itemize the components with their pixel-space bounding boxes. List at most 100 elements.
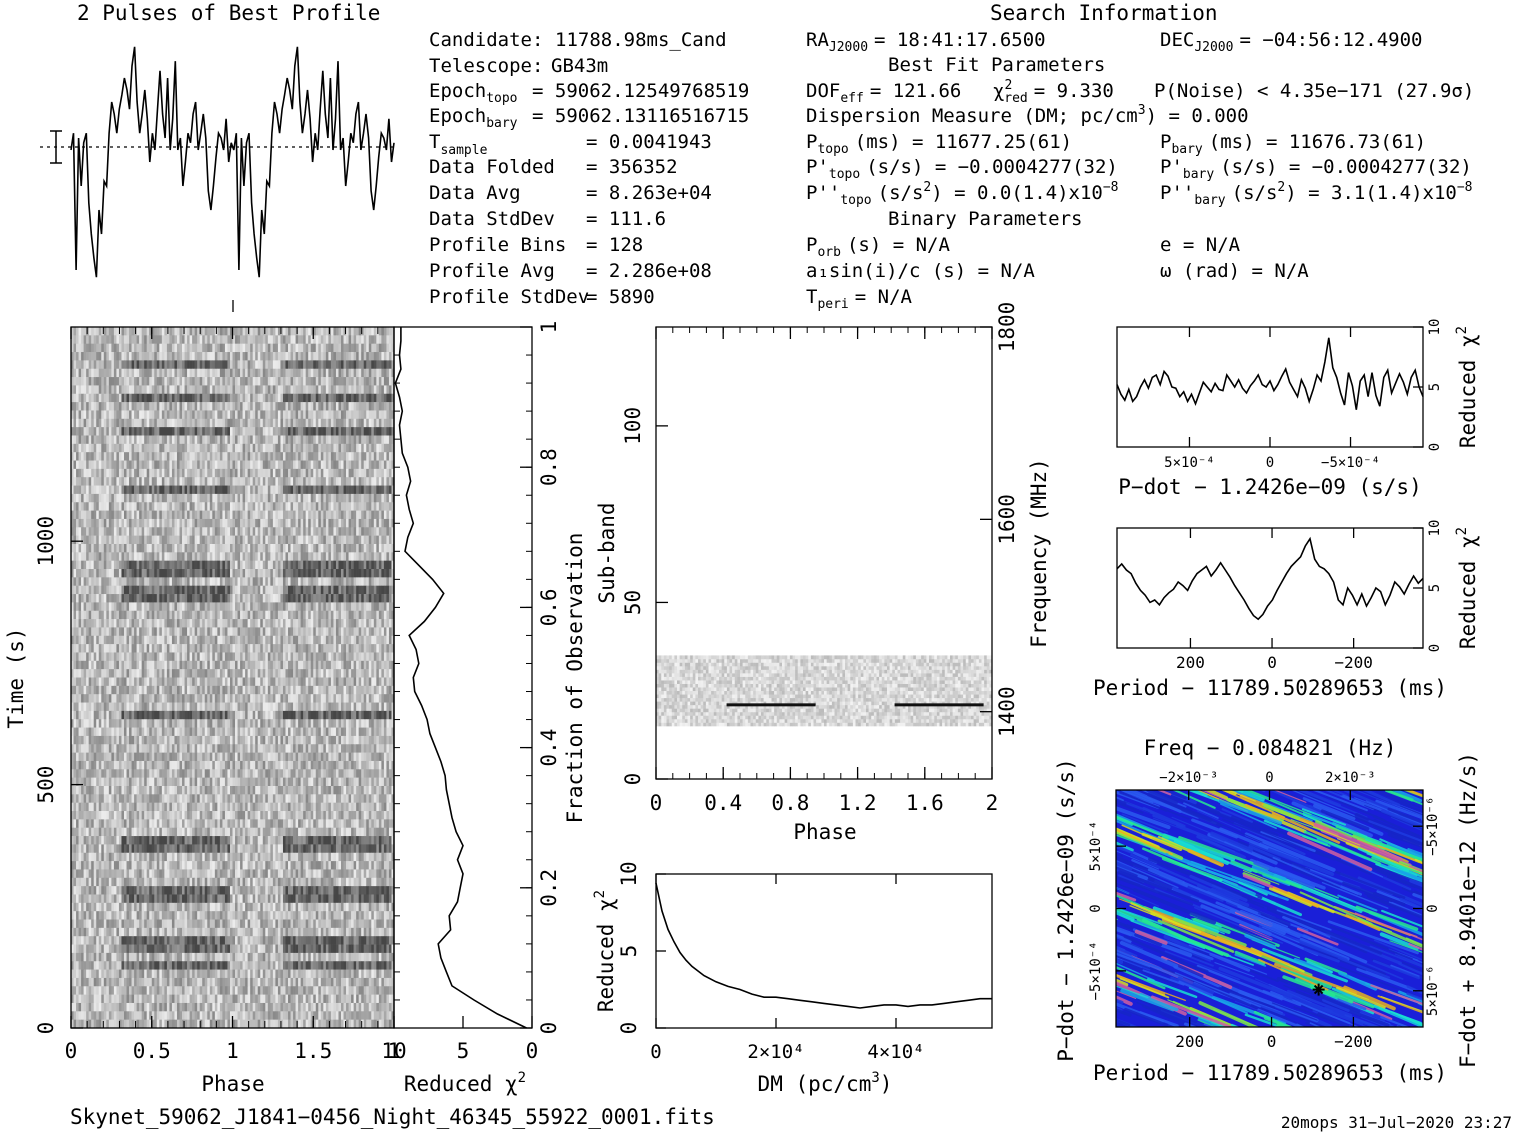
time-phase-cell	[86, 602, 89, 611]
time-phase-cell	[303, 544, 306, 553]
time-phase-cell	[167, 477, 170, 486]
time-phase-cell	[301, 577, 304, 586]
time-phase-cell	[144, 536, 147, 545]
time-phase-cell	[139, 577, 142, 586]
time-phase-cell	[147, 561, 150, 570]
time-phase-cell	[369, 527, 372, 536]
time-phase-cell	[205, 577, 208, 586]
time-phase-cell	[263, 511, 266, 520]
time-phase-cell	[109, 644, 112, 653]
time-phase-cell	[109, 627, 112, 636]
time-phase-cell	[137, 427, 140, 436]
time-phase-cell	[169, 644, 172, 653]
time-phase-cell	[278, 527, 281, 536]
time-phase-cell	[275, 444, 278, 453]
time-phase-cell	[248, 402, 251, 411]
time-phase-cell	[233, 377, 236, 386]
time-phase-cell	[258, 502, 261, 511]
time-phase-cell	[114, 385, 117, 394]
time-phase-cell	[258, 577, 261, 586]
time-phase-cell	[114, 627, 117, 636]
time-phase-cell	[248, 477, 251, 486]
time-phase-cell	[346, 335, 349, 344]
time-phase-cell	[283, 594, 286, 603]
time-phase-cell	[190, 594, 193, 603]
time-phase-cell	[195, 419, 198, 428]
time-phase-cell	[240, 385, 243, 394]
time-phase-cell	[250, 611, 253, 620]
time-phase-cell	[157, 577, 160, 586]
time-phase-cell	[376, 461, 379, 470]
time-phase-cell	[220, 435, 223, 444]
time-phase-cell	[361, 577, 364, 586]
time-phase-cell	[101, 377, 104, 386]
time-phase-cell	[366, 360, 369, 369]
time-phase-cell	[293, 569, 296, 578]
time-phase-cell	[233, 502, 236, 511]
time-phase-cell	[225, 419, 228, 428]
time-phase-cell	[384, 552, 387, 561]
time-phase-cell	[255, 544, 258, 553]
time-phase-cell	[288, 569, 291, 578]
time-phase-cell	[119, 644, 122, 653]
time-phase-cell	[280, 461, 283, 470]
time-phase-cell	[371, 377, 374, 386]
time-phase-cell	[318, 419, 321, 428]
time-phase-cell	[278, 644, 281, 653]
time-phase-cell	[187, 469, 190, 478]
time-phase-cell	[217, 569, 220, 578]
time-phase-cell	[235, 344, 238, 353]
time-phase-cell	[338, 577, 341, 586]
time-phase-cell	[79, 394, 82, 403]
time-phase-cell	[240, 619, 243, 628]
time-phase-cell	[157, 394, 160, 403]
time-phase-cell	[101, 394, 104, 403]
time-phase-cell	[233, 369, 236, 378]
time-phase-cell	[351, 511, 354, 520]
time-phase-cell	[381, 410, 384, 419]
tsample-label: Tsample	[429, 131, 488, 158]
time-phase-cell	[338, 394, 341, 403]
time-phase-cell	[207, 544, 210, 553]
time-phase-cell	[215, 511, 218, 520]
time-phase-cell	[243, 410, 246, 419]
time-phase-cell	[318, 552, 321, 561]
time-phase-cell	[164, 552, 167, 561]
time-phase-cell	[111, 494, 114, 503]
time-phase-cell	[245, 619, 248, 628]
time-phase-cell	[129, 544, 132, 553]
time-phase-cell	[369, 536, 372, 545]
time-phase-cell	[296, 502, 299, 511]
time-phase-cell	[210, 611, 213, 620]
time-phase-cell	[359, 627, 362, 636]
time-phase-cell	[147, 419, 150, 428]
time-phase-cell	[235, 602, 238, 611]
time-phase-cell	[235, 352, 238, 361]
time-phase-cell	[323, 469, 326, 478]
time-phase-cell	[84, 444, 87, 453]
time-phase-cell	[311, 344, 314, 353]
time-phase-cell	[265, 360, 268, 369]
time-phase-cell	[86, 410, 89, 419]
time-phase-cell	[333, 469, 336, 478]
time-phase-cell	[291, 561, 294, 570]
time-phase-cell	[344, 544, 347, 553]
time-phase-cell	[149, 494, 152, 503]
time-phase-cell	[200, 602, 203, 611]
time-phase-cell	[316, 619, 319, 628]
time-phase-cell	[285, 586, 288, 595]
time-phase-cell	[81, 377, 84, 386]
time-phase-cell	[364, 611, 367, 620]
time-phase-cell	[127, 444, 130, 453]
time-phase-cell	[74, 435, 77, 444]
time-phase-cell	[268, 569, 271, 578]
time-phase-cell	[217, 552, 220, 561]
time-phase-cell	[152, 477, 155, 486]
time-phase-cell	[114, 419, 117, 428]
time-phase-cell	[379, 636, 382, 645]
time-phase-cell	[293, 561, 296, 570]
time-phase-cell	[94, 469, 97, 478]
time-phase-cell	[349, 519, 352, 528]
time-phase-cell	[301, 544, 304, 553]
time-phase-cell	[386, 369, 389, 378]
